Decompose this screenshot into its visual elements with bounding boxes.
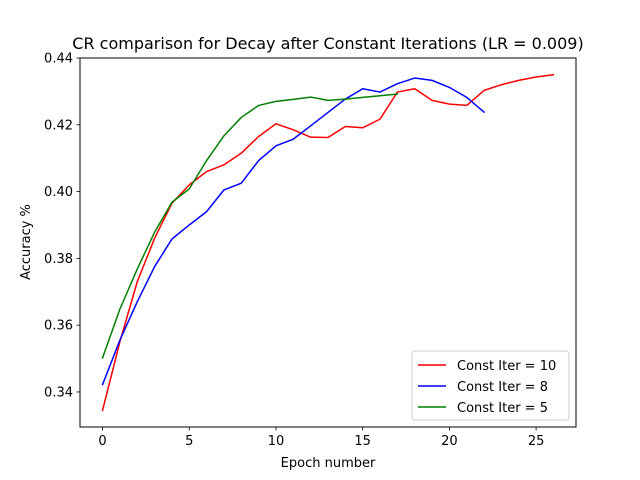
x-axis: 0 5 10 15 20 25 <box>98 427 544 449</box>
series-line-2 <box>101 77 486 386</box>
legend: Const Iter = 10 Const Iter = 8 Const Iter … <box>411 350 570 421</box>
x-tick-label: 10 <box>268 434 285 449</box>
y-axis-label: Accuracy % <box>19 204 34 280</box>
y-tick-label: 0.38 <box>44 252 73 267</box>
x-tick-label: 15 <box>354 434 371 449</box>
y-tick-label: 0.44 <box>44 52 73 67</box>
plot-lines <box>101 73 555 412</box>
legend-label-2: Const Iter = 8 <box>457 380 548 395</box>
x-tick-label: 25 <box>528 434 545 449</box>
x-tick-label: 20 <box>441 434 458 449</box>
axes-frame <box>79 57 577 428</box>
x-tick-label: 0 <box>98 434 106 449</box>
y-tick-label: 0.36 <box>44 319 73 334</box>
legend-label-1: Const Iter = 10 <box>457 359 556 374</box>
legend-label-3: Const Iter = 5 <box>457 401 548 416</box>
series-line-3 <box>101 93 399 359</box>
x-tick-label: 5 <box>185 434 193 449</box>
x-axis-label: Epoch number <box>281 456 376 471</box>
legend-box <box>411 350 570 421</box>
y-tick-label: 0.34 <box>44 385 73 400</box>
y-tick-label: 0.40 <box>44 185 73 200</box>
chart-title: CR comparison for Decay after Constant I… <box>72 34 583 53</box>
y-tick-label: 0.42 <box>44 118 73 133</box>
y-axis: 0.34 0.36 0.38 0.40 0.42 0.44 <box>44 52 80 400</box>
